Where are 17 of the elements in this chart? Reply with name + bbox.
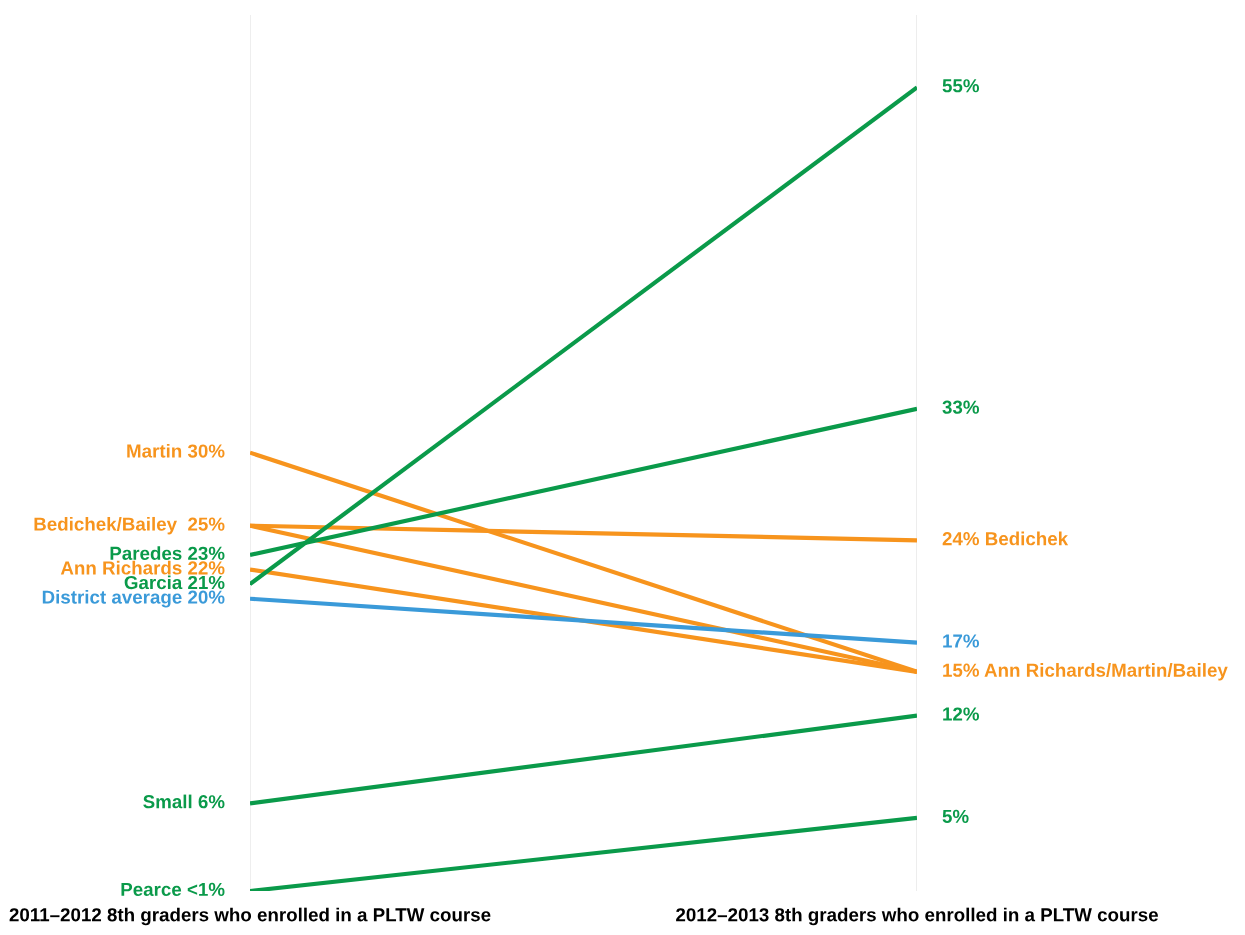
data-label: Paredes 23%	[110, 546, 225, 560]
data-label: Pearce <1%	[121, 882, 225, 897]
data-label: 12%	[943, 707, 980, 721]
data-label: Martin 30%	[127, 443, 225, 458]
x-tick-label: 2012–2013 8th graders who enrolled in a PLTW course	[676, 907, 1158, 926]
data-label: District average 20%	[42, 589, 225, 608]
x-tick-label: 2011–2012 8th graders who enrolled in a PLTW course	[9, 907, 491, 926]
data-label: 5%	[942, 809, 969, 823]
data-label: 17%	[943, 634, 980, 648]
data-label: Garcia 21%	[124, 575, 225, 590]
data-label: 15% Ann Richards/Martin/Bailey	[943, 663, 1228, 681]
data-label: Ann Richards 22%	[60, 560, 225, 575]
data-label: 55%	[942, 79, 980, 93]
data-label: Small 6%	[143, 794, 225, 809]
data-label: 24% Bedichek	[942, 531, 1069, 546]
data-label: 33%	[942, 400, 980, 414]
data-label: Bedichek/Bailey 25%	[34, 516, 225, 535]
